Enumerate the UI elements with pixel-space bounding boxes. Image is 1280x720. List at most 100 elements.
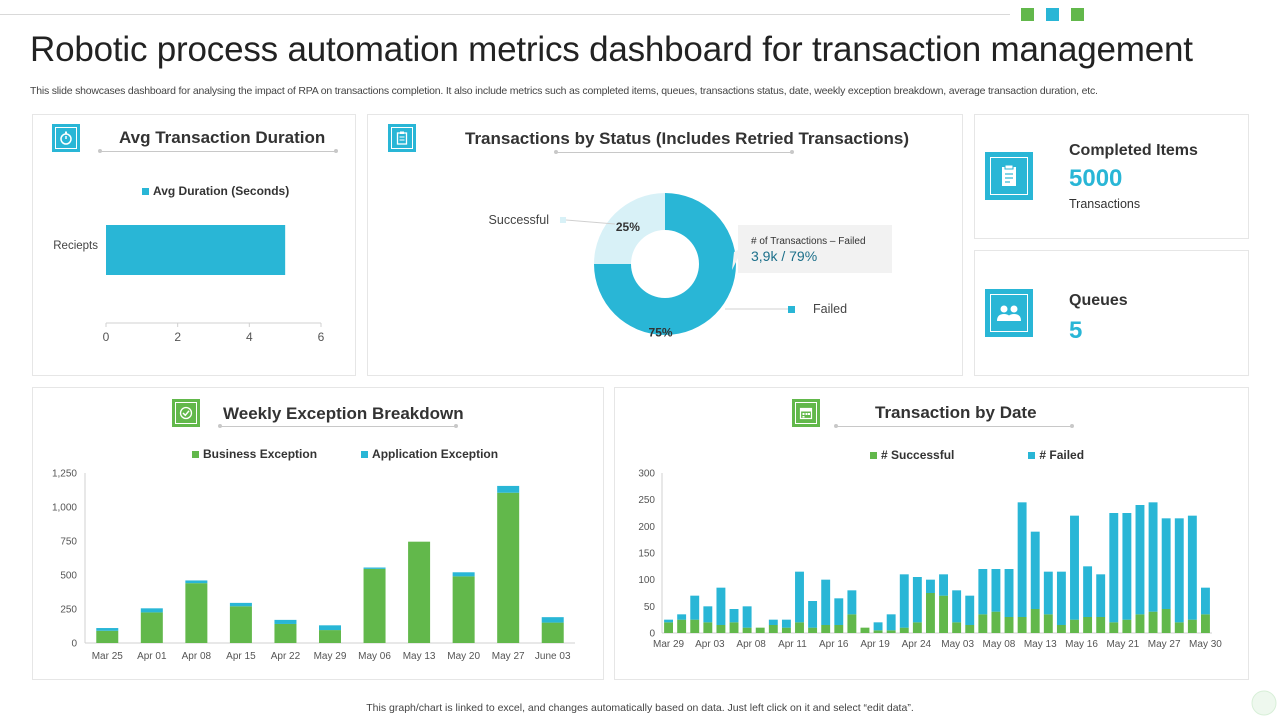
x-tick-label: May 29 (314, 651, 347, 662)
bar-segment (690, 595, 700, 620)
x-tick-label: Apr 03 (695, 639, 725, 650)
bar-segment (274, 619, 297, 624)
checkmark-icon (172, 399, 200, 427)
avg-duration-title: Avg Transaction Duration (119, 128, 326, 147)
x-tick-label: Apr 08 (182, 651, 212, 662)
slice-label: 25% (616, 220, 640, 234)
y-tick-label: 1,000 (52, 503, 77, 514)
chart-legend: Avg Duration (Seconds) (142, 184, 289, 198)
bar-segment (952, 622, 962, 633)
clipboard-list-icon (985, 152, 1033, 200)
bar-segment (703, 606, 713, 623)
bar-segment (926, 593, 935, 633)
y-tick-label: 100 (638, 575, 655, 586)
y-tick-label: 750 (60, 537, 77, 548)
bar-segment (1109, 513, 1119, 623)
bar-segment (1083, 566, 1093, 617)
legend-label: Avg Duration (Seconds) (153, 184, 290, 198)
legend-swatch (788, 306, 795, 313)
bar-segment (229, 606, 252, 643)
x-tick-label: 0 (103, 330, 110, 344)
bar-segment (1187, 515, 1197, 620)
bar-segment (952, 590, 962, 623)
bar-segment (965, 625, 975, 633)
bar-segment (795, 622, 804, 633)
legend-swatch (560, 217, 566, 223)
bar-segment (847, 614, 857, 633)
legend-label: Application Exception (372, 447, 499, 461)
callout-value: 3,9k / 79% (751, 248, 817, 264)
legend-swatch (361, 450, 369, 458)
bar-segment (1070, 515, 1079, 620)
x-tick-label: May 20 (447, 651, 480, 662)
y-tick-label: 200 (638, 522, 655, 533)
bar-segment (1109, 622, 1119, 633)
transaction-by-date-title: Transaction by Date (875, 403, 1037, 422)
bar-segment (1043, 571, 1053, 615)
users-icon (985, 289, 1033, 337)
bar-segment (1070, 619, 1079, 633)
legend-swatch (1028, 451, 1036, 459)
bar-segment (1187, 619, 1197, 633)
title-underline (554, 150, 794, 154)
bar-segment (1056, 571, 1066, 625)
legend-swatch (142, 187, 149, 195)
x-tick-label: May 27 (492, 651, 525, 662)
bar-segment (860, 627, 870, 633)
x-tick-label: Mar 29 (653, 639, 685, 650)
x-tick-label: June 03 (535, 651, 571, 662)
decorative-circle (1251, 690, 1277, 716)
bar-segment (1174, 518, 1184, 623)
bar-segment (939, 574, 948, 596)
bar-segment (873, 630, 883, 633)
title-underline (98, 149, 338, 153)
x-tick-label: Mar 25 (92, 651, 124, 662)
bar-segment (497, 485, 520, 493)
bar-segment (452, 572, 475, 577)
bar-segment (1083, 617, 1093, 633)
bar-segment (541, 622, 564, 643)
top-rule (0, 14, 1010, 15)
bar-segment (912, 622, 922, 633)
chart-legend: # Successful # Failed (870, 448, 1084, 462)
bar-segment (541, 617, 564, 623)
weekly-exception-title: Weekly Exception Breakdown (223, 404, 464, 423)
bar-segment (185, 583, 208, 643)
x-tick-label: Apr 24 (902, 639, 932, 650)
x-tick-label: May 27 (1148, 639, 1181, 650)
completed-items-label: Completed Items (1069, 142, 1198, 159)
y-tick-label: 250 (638, 495, 655, 506)
bar-segment (1161, 518, 1171, 609)
bar-segment (363, 568, 386, 643)
transaction-by-date-chart: 0 50 100 150 200 250 300 Mar 29 Apr 03 Apr 08 Apr … (638, 469, 1222, 651)
bar-segment (1004, 617, 1014, 633)
bar-segment (821, 625, 831, 633)
bar-segment (1043, 614, 1053, 633)
bar-segment (873, 622, 883, 631)
bar-segment (664, 619, 673, 623)
bar-segment (1056, 625, 1066, 633)
bar-segment (716, 625, 726, 633)
legend-label: Business Exception (203, 447, 318, 461)
bar-segment (452, 576, 475, 643)
bar-segment (140, 612, 163, 643)
bar-segment (912, 577, 922, 623)
title-underline (218, 424, 458, 428)
bar-segment (886, 614, 896, 631)
bar-segment (1004, 569, 1014, 617)
y-category-label: Reciepts (53, 240, 98, 252)
footer-note: This graph/chart is linked to excel, and… (366, 702, 914, 714)
legend-label: # Failed (1039, 448, 1085, 462)
y-tick-label: 0 (71, 639, 77, 650)
bar-segment (991, 611, 1001, 633)
bar-segment (1096, 574, 1106, 617)
bar-segment (1148, 502, 1158, 612)
bar-segment (978, 614, 988, 633)
bar-segment (1030, 609, 1040, 633)
x-tick-label: Apr 19 (860, 639, 890, 650)
callout-title: # of Transactions – Failed (751, 236, 866, 247)
bar-segment (795, 571, 804, 623)
bar-segment (96, 630, 119, 643)
bar-segment (899, 574, 909, 628)
bar-segment (1122, 619, 1132, 633)
